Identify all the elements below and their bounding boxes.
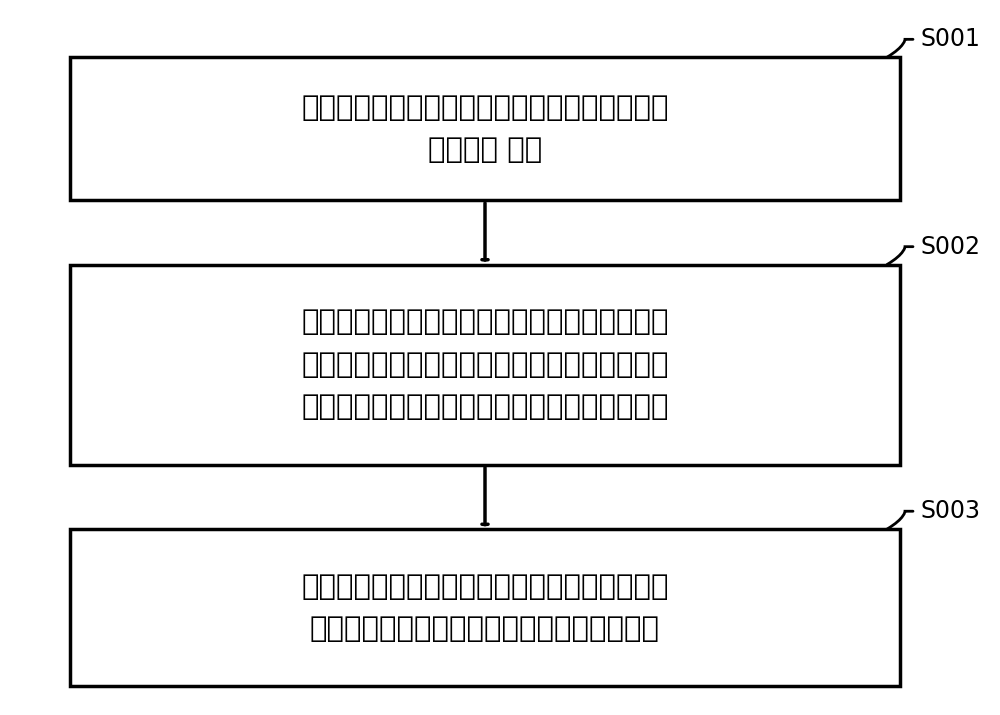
Text: 对所述异形芯片进行包括清边、汇流条连接和合
片的处理，得到所述目标薄膜太阳能芯片组件: 对所述异形芯片进行包括清边、汇流条连接和合 片的处理，得到所述目标薄膜太阳能芯片… — [301, 573, 669, 643]
Text: 根据所述薄膜太阳能芯片组件的形状要求，采用
激光切割所述薄膜太阳能芯片本体，得到与所述
目标薄膜太阳能芯片组件的形状一致的异形芯片: 根据所述薄膜太阳能芯片组件的形状要求，采用 激光切割所述薄膜太阳能芯片本体，得到… — [301, 308, 669, 421]
Text: S002: S002 — [920, 235, 980, 259]
FancyBboxPatch shape — [70, 529, 900, 686]
Text: S001: S001 — [920, 27, 980, 51]
Text: S003: S003 — [920, 499, 980, 523]
FancyBboxPatch shape — [70, 57, 900, 200]
FancyBboxPatch shape — [70, 265, 900, 465]
Text: 根据目标薄膜太阳能芯片组件的要求制备薄膜太
阳能芯片 本体: 根据目标薄膜太阳能芯片组件的要求制备薄膜太 阳能芯片 本体 — [301, 94, 669, 164]
